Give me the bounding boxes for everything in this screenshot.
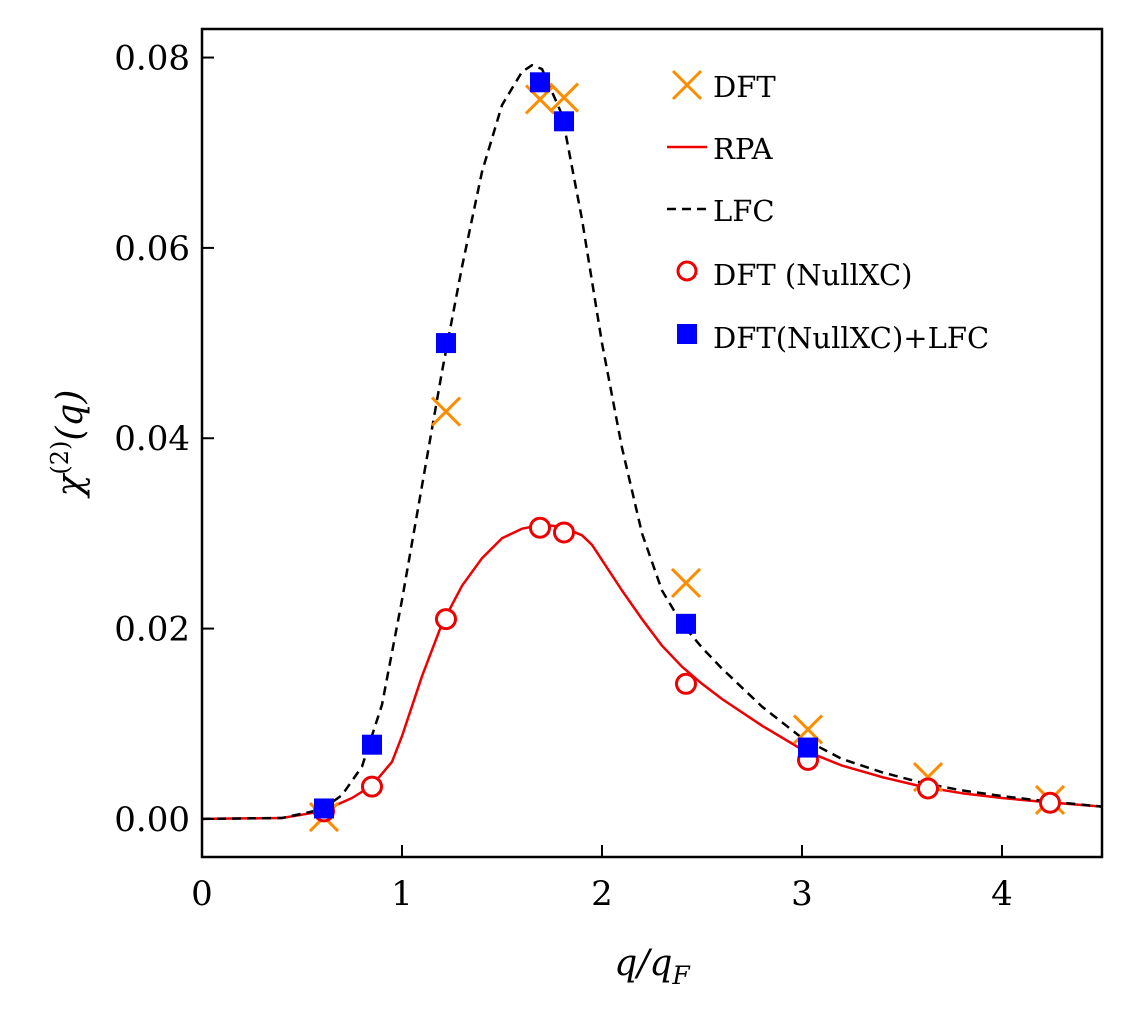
x-tick-label: 4 bbox=[991, 874, 1013, 914]
y-axis-title-chi: χ bbox=[50, 472, 91, 499]
nullxc-point bbox=[1039, 791, 1061, 814]
legend-x-marker-icon bbox=[671, 69, 703, 101]
legend-label: DFT(NullXC)+LFC bbox=[713, 321, 989, 355]
dft-point-stroke-b bbox=[430, 396, 462, 427]
dft-point bbox=[430, 396, 462, 427]
x-tick-label: 3 bbox=[791, 874, 813, 914]
nullxc-lfc-point bbox=[798, 737, 818, 758]
dft-point-stroke-b bbox=[548, 82, 580, 113]
legend-entry-dft: DFT bbox=[671, 69, 776, 104]
nullxc-point bbox=[435, 608, 457, 631]
x-axis-title-main: q/q bbox=[614, 943, 672, 984]
legend-filled-square-icon bbox=[677, 324, 697, 344]
x-tick-label: 1 bbox=[391, 874, 413, 914]
x-tick-label: 2 bbox=[591, 874, 613, 914]
y-tick-label: 0.04 bbox=[114, 419, 190, 459]
dft-point bbox=[548, 82, 580, 113]
plot-frame bbox=[200, 27, 1104, 859]
y-tick-label: 0.06 bbox=[114, 229, 190, 269]
legend-entry-rpa: RPA bbox=[667, 132, 774, 166]
dft-point-stroke-b bbox=[670, 567, 702, 598]
y-axis-title-arg: (q) bbox=[50, 390, 91, 441]
nullxc-point bbox=[529, 516, 551, 539]
x-axis-title-sub: F bbox=[671, 961, 691, 990]
legend-entry-nullxc-lfc: DFT(NullXC)+LFC bbox=[677, 321, 989, 355]
nullxc-lfc-point bbox=[530, 72, 550, 93]
nullxc-point bbox=[553, 521, 575, 544]
legend-label: DFT bbox=[713, 70, 776, 104]
nullxc-lfc-point bbox=[554, 111, 574, 132]
legend-label: DFT (NullXC) bbox=[713, 258, 913, 292]
ticks-layer: 0 1 2 3 4 0.00 0.02 0.04 0.06 0.08 bbox=[114, 39, 1013, 914]
x-tick-label: 0 bbox=[191, 874, 213, 914]
legend-label: LFC bbox=[713, 194, 775, 228]
nullxc-lfc-point bbox=[362, 734, 382, 755]
nullxc-lfc-point bbox=[314, 798, 334, 819]
nullxc-point bbox=[675, 672, 697, 695]
y-axis-title: χ(2)(q) bbox=[46, 390, 91, 500]
lfc-series-line bbox=[201, 63, 1103, 821]
x-axis-title: q/qF bbox=[614, 943, 691, 990]
nullxc-lfc-point bbox=[676, 613, 696, 634]
y-tick-label: 0.02 bbox=[114, 610, 190, 650]
y-tick-label: 0.08 bbox=[114, 39, 190, 79]
y-tick-label: 0.00 bbox=[114, 800, 190, 840]
nullxc-lfc-point bbox=[436, 333, 456, 354]
legend-entry-nullxc: DFT (NullXC) bbox=[676, 258, 913, 292]
dft-point bbox=[670, 567, 702, 598]
legend: DFT RPA LFC DFT (NullXC) DFT(NullXC)+LFC bbox=[667, 69, 989, 355]
nullxc-point bbox=[917, 777, 939, 800]
y-axis-title-sup: (2) bbox=[46, 441, 74, 475]
legend-label: RPA bbox=[713, 132, 774, 166]
rpa-series-line bbox=[201, 523, 1103, 821]
legend-entry-lfc: LFC bbox=[667, 194, 775, 228]
legend-x-marker-icon-stroke-b bbox=[671, 69, 703, 101]
series-layer bbox=[201, 63, 1103, 833]
nullxc-point bbox=[361, 775, 383, 798]
legend-open-circle-icon bbox=[676, 260, 698, 282]
